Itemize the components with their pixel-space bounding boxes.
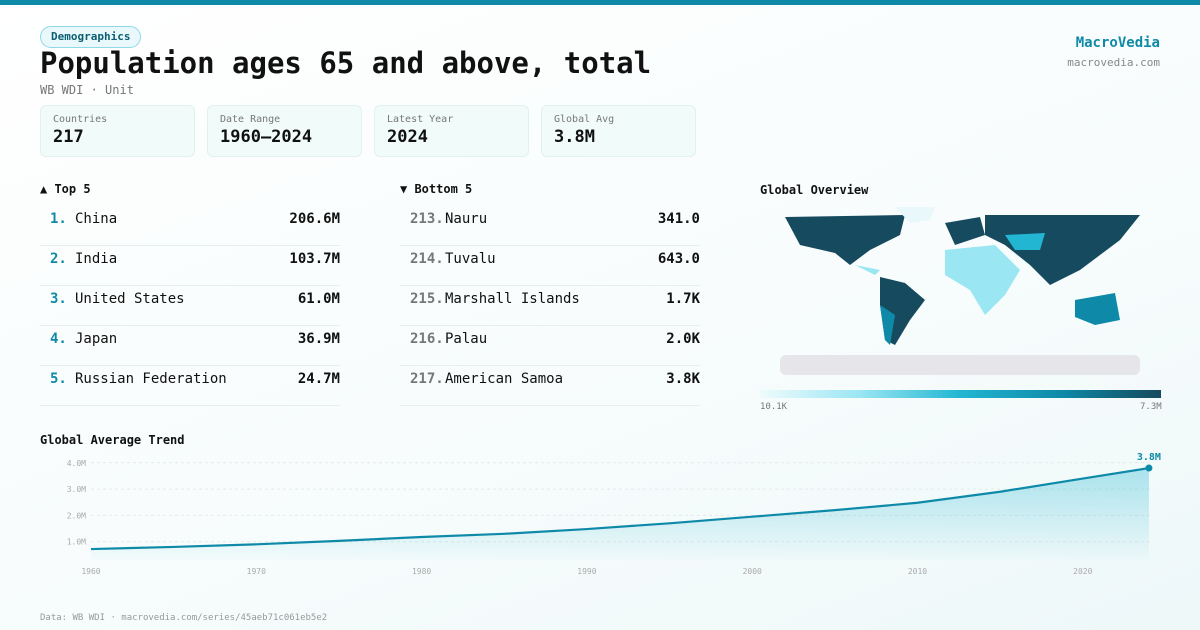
central-asia[interactable] — [1005, 233, 1045, 250]
footer-source: Data: WB WDI · macrovedia.com/series/45a… — [40, 613, 328, 623]
stat-value: 217 — [53, 127, 84, 147]
rank: 1. — [50, 211, 67, 227]
world-map — [780, 207, 1140, 375]
stat-countries: Countries 217 — [40, 105, 195, 157]
x-tick-label: 2020 — [1073, 567, 1092, 576]
page-title: Population ages 65 and above, total — [40, 46, 652, 80]
top5-title: ▲ Top 5 — [40, 182, 91, 196]
country-value: 24.7M — [297, 371, 340, 387]
top5-row[interactable]: 4. Japan 36.9M — [40, 326, 340, 366]
bottom5-row[interactable]: 214. Tuvalu 643.0 — [400, 246, 700, 286]
brand-url[interactable]: macrovedia.com — [1067, 56, 1160, 69]
country-name: American Samoa — [445, 371, 564, 387]
y-tick-label: 4.0M — [67, 459, 86, 468]
central-america[interactable] — [855, 265, 880, 275]
europe[interactable] — [945, 217, 985, 245]
stat-label: Global Avg — [554, 114, 615, 125]
country-name: India — [75, 251, 118, 267]
brand-logo[interactable]: MacroVedia — [1075, 35, 1160, 51]
color-scale-legend — [760, 390, 1161, 398]
map-title: Global Overview — [760, 183, 869, 197]
y-tick-label: 3.0M — [67, 485, 86, 494]
rank: 216. — [410, 331, 444, 347]
stat-label: Countries — [53, 114, 108, 125]
stat-label: Date Range — [220, 114, 281, 125]
stat-date-range: Date Range 1960–2024 — [207, 105, 362, 157]
country-value: 2.0K — [666, 331, 700, 347]
top5-row[interactable]: 5. Russian Federation 24.7M — [40, 366, 340, 406]
scale-max-label: 7.3M — [1140, 402, 1162, 412]
last-value-label: 3.8M — [1137, 452, 1161, 463]
country-value: 206.6M — [289, 211, 340, 227]
country-name: Russian Federation — [75, 371, 227, 387]
x-tick-label: 2000 — [743, 567, 762, 576]
trend-line — [90, 466, 1150, 551]
stat-value: 1960–2024 — [220, 127, 313, 147]
stat-latest-year: Latest Year 2024 — [374, 105, 529, 157]
stat-value: 2024 — [387, 127, 428, 147]
rank: 4. — [50, 331, 67, 347]
top5-row[interactable]: 1. China 206.6M — [40, 206, 340, 246]
x-tick-label: 1990 — [577, 567, 596, 576]
bottom5-row[interactable]: 217. American Samoa 3.8K — [400, 366, 700, 406]
trend-chart: 1.0M 2.0M 3.0M 4.0M 1960 1970 1980 1990 2000 2010… — [67, 452, 1161, 576]
country-name: Palau — [445, 331, 488, 347]
top-accent-bar — [0, 0, 1200, 5]
y-tick-label: 2.0M — [67, 511, 86, 520]
page-subtitle: WB WDI · Unit — [40, 83, 134, 97]
rank: 217. — [410, 371, 444, 387]
rank: 3. — [50, 291, 67, 307]
rank: 214. — [410, 251, 444, 267]
country-value: 36.9M — [297, 331, 340, 347]
country-name: Tuvalu — [445, 251, 496, 267]
bottom5-title: ▼ Bottom 5 — [400, 182, 473, 196]
asia[interactable] — [985, 215, 1140, 285]
country-value: 61.0M — [297, 291, 340, 307]
rank: 2. — [50, 251, 67, 267]
africa[interactable] — [945, 245, 1020, 315]
x-tick-label: 1970 — [247, 567, 266, 576]
y-tick-label: 1.0M — [67, 538, 86, 547]
country-value: 341.0 — [657, 211, 700, 227]
country-value: 1.7K — [666, 291, 700, 307]
category-badge[interactable]: Demographics — [40, 26, 142, 48]
antarctica — [780, 355, 1140, 375]
x-tick-label: 1960 — [81, 567, 100, 576]
top5-row[interactable]: 3. United States 61.0M — [40, 286, 340, 326]
australia[interactable] — [1075, 293, 1120, 325]
x-tick-label: 1980 — [412, 567, 431, 576]
bottom5-row[interactable]: 216. Palau 2.0K — [400, 326, 700, 366]
stat-global-avg: Global Avg 3.8M — [541, 105, 696, 157]
country-value: 3.8K — [666, 371, 700, 387]
bottom5-row[interactable]: 215. Marshall Islands 1.7K — [400, 286, 700, 326]
rank: 213. — [410, 211, 444, 227]
rank: 215. — [410, 291, 444, 307]
x-tick-label: 2010 — [908, 567, 927, 576]
stat-value: 3.8M — [554, 127, 595, 147]
country-value: 643.0 — [657, 251, 700, 267]
country-name: China — [75, 211, 118, 227]
scale-min-label: 10.1K — [760, 402, 788, 412]
country-name: United States — [75, 291, 185, 307]
country-name: Nauru — [445, 211, 488, 227]
trend-title: Global Average Trend — [40, 433, 185, 447]
country-name: Japan — [75, 331, 118, 347]
top5-row[interactable]: 2. India 103.7M — [40, 246, 340, 286]
greenland[interactable] — [895, 207, 935, 223]
last-point-marker[interactable] — [1145, 464, 1153, 472]
country-name: Marshall Islands — [445, 291, 580, 307]
stat-label: Latest Year — [387, 114, 454, 125]
trend-area — [91, 468, 1149, 560]
rank: 5. — [50, 371, 67, 387]
country-value: 103.7M — [289, 251, 340, 267]
north-america[interactable] — [785, 215, 905, 265]
argentina[interactable] — [880, 305, 895, 345]
bottom5-row[interactable]: 213. Nauru 341.0 — [400, 206, 700, 246]
